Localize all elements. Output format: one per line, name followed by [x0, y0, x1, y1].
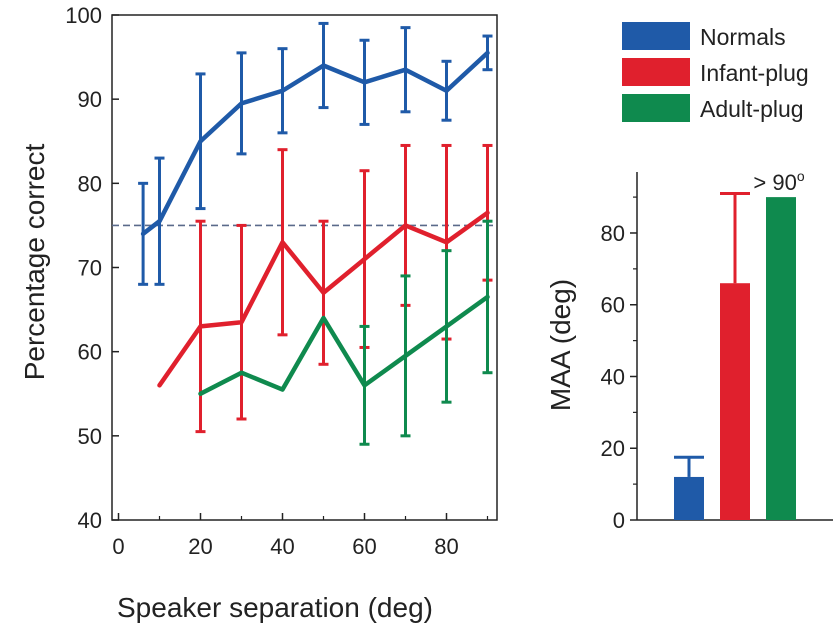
series-adult-plug: [198, 219, 493, 446]
data-point: [198, 324, 203, 329]
data-point: [403, 354, 408, 358]
data-point: [239, 320, 244, 324]
y-tick-label: 70: [78, 256, 102, 281]
data-point: [444, 89, 449, 93]
y-tick-label: 60: [601, 293, 625, 318]
x-tick-label: 60: [352, 534, 376, 559]
data-point: [280, 89, 285, 93]
y-tick-label: 50: [78, 424, 102, 449]
x-tick-label: 0: [112, 534, 124, 559]
data-point: [403, 68, 408, 72]
y-tick-label: 80: [601, 221, 625, 246]
data-point: [198, 392, 203, 396]
line-chart: 40 50 60 70 80 90 100 0 20 40 60 80 Speaker separati…: [19, 3, 498, 623]
bar-chart: 0 20 40 60 80 MAA (deg) > 90o: [545, 168, 833, 533]
x-axis-label: Speaker separation (deg): [117, 592, 433, 623]
series-line: [198, 294, 490, 396]
legend-swatch-normals: [622, 22, 690, 50]
data-point: [239, 371, 244, 375]
data-point: [444, 324, 449, 329]
legend-swatch-adult-plug: [622, 94, 690, 122]
legend-label-infant-plug: Infant-plug: [700, 60, 809, 86]
data-point: [362, 383, 367, 387]
data-point: [321, 63, 326, 68]
data-point: [485, 295, 490, 299]
series-line: [140, 50, 490, 237]
degree-superscript: o: [797, 168, 805, 184]
data-point: [239, 101, 244, 105]
data-point: [280, 387, 285, 392]
x-tick-label: 20: [188, 534, 212, 559]
data-point: [403, 223, 408, 228]
data-point: [198, 139, 203, 143]
x-tick-label: 40: [270, 534, 294, 559]
y-tick-label: 0: [613, 508, 625, 533]
legend-swatch-infant-plug: [622, 58, 690, 86]
data-point: [157, 383, 162, 387]
y-tick-label: 80: [78, 171, 102, 196]
y-axis-label: MAA (deg): [545, 279, 576, 411]
data-point: [157, 219, 162, 223]
y-tick-label: 40: [601, 364, 625, 389]
data-point: [280, 240, 285, 244]
data-point: [485, 51, 490, 55]
bar-adult-plug: [766, 197, 796, 520]
bar-annotation: > 90o: [753, 168, 804, 195]
data-point: [321, 316, 326, 320]
data-point: [321, 291, 326, 295]
data-point: [485, 211, 490, 215]
y-tick-label: 60: [78, 340, 102, 365]
data-point: [362, 257, 367, 261]
x-tick-label: 80: [434, 534, 458, 559]
y-tick-label: 100: [65, 3, 102, 28]
y-tick-label: 40: [78, 508, 102, 533]
legend: Normals Infant-plug Adult-plug: [622, 22, 809, 122]
data-point: [362, 80, 367, 84]
legend-label-adult-plug: Adult-plug: [700, 96, 804, 122]
series-normals: [138, 21, 493, 286]
data-point: [444, 240, 449, 244]
bar-infant-plug: [720, 283, 750, 520]
bar-normals: [674, 476, 704, 520]
y-tick-label: 90: [78, 87, 102, 112]
data-point: [141, 232, 145, 236]
legend-label-normals: Normals: [700, 24, 786, 50]
y-tick-label: 20: [601, 436, 625, 461]
y-axis-label: Percentage correct: [19, 144, 50, 381]
